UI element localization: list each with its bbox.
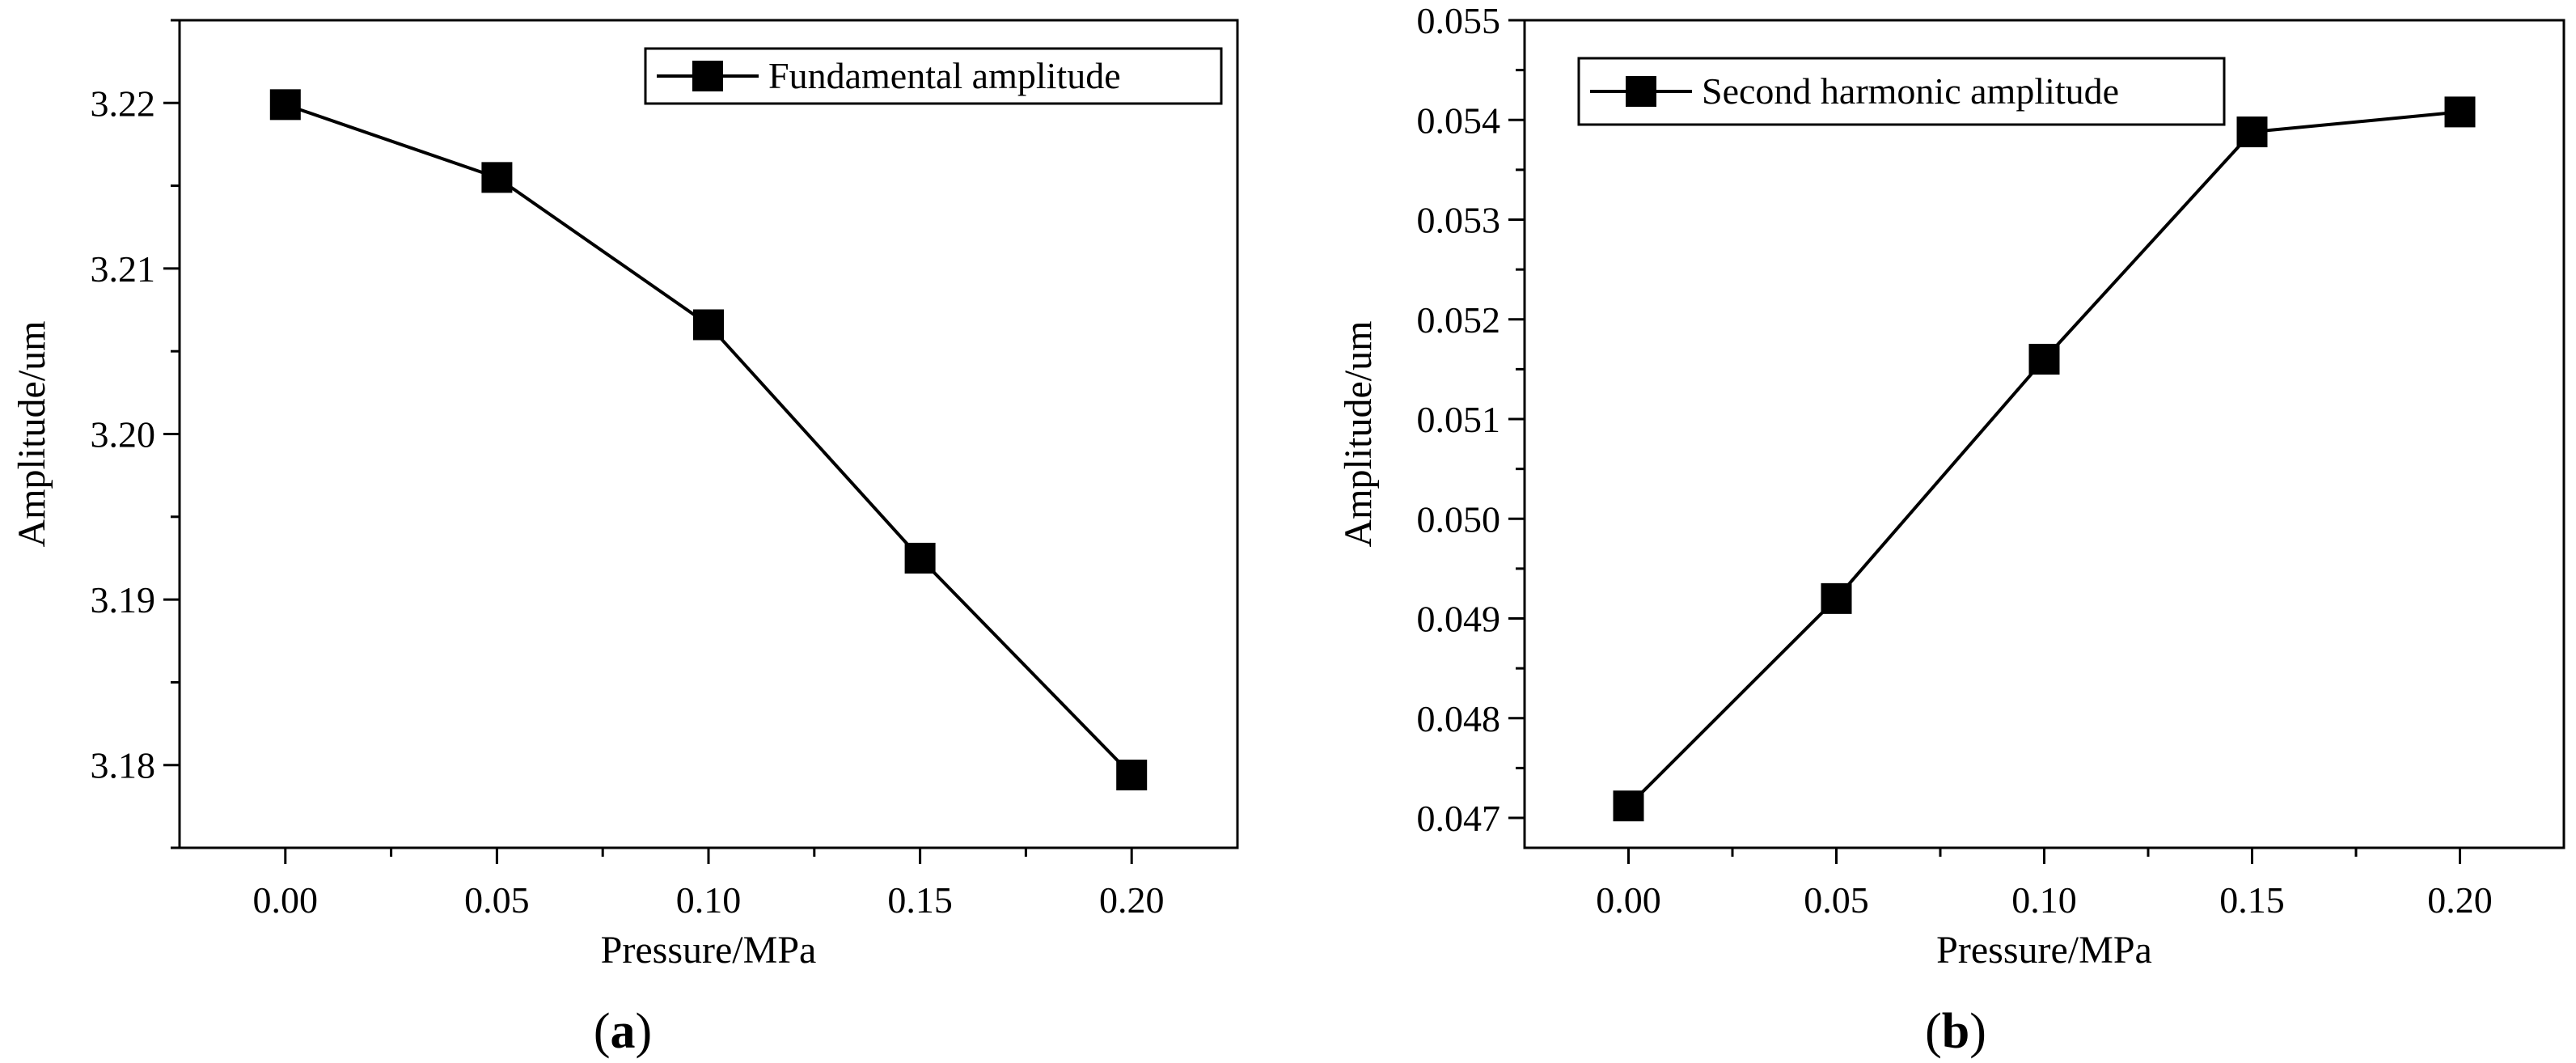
- y-tick-label: 0.053: [1417, 200, 1501, 241]
- plot-frame: [178, 19, 1239, 849]
- x-tick-label: 0.10: [676, 879, 742, 921]
- panel-label-open: (: [594, 1004, 611, 1059]
- y-tick-label: 3.18: [91, 745, 156, 786]
- data-point-marker: [1821, 582, 1852, 614]
- legend-label: Second harmonic amplitude: [1702, 70, 2119, 112]
- x-tick-label: 0.15: [887, 879, 953, 921]
- data-point-marker: [693, 309, 724, 341]
- data-point-marker: [2236, 116, 2268, 148]
- x-tick-label: 0.00: [1596, 879, 1661, 921]
- panel-label: (b): [1925, 1004, 1986, 1059]
- panel-label-letter: b: [1942, 1004, 1969, 1059]
- y-tick-label: 0.055: [1417, 0, 1501, 41]
- legend-label: Fundamental amplitude: [768, 55, 1121, 96]
- series-line: [1627, 110, 2460, 807]
- panel-label: (a): [594, 1004, 652, 1059]
- x-axis-label: Pressure/MPa: [1936, 929, 2152, 972]
- x-axis-label: Pressure/MPa: [601, 929, 817, 972]
- y-tick-label: 0.050: [1417, 498, 1501, 540]
- chart-panel-b: 0.00 0.05 0.10 0.15 0.20 0.047 0.048 0.049 0.050…: [1337, 0, 2565, 1059]
- legend: Second harmonic amplitude: [1577, 57, 2226, 126]
- series-line: [285, 103, 1133, 777]
- legend: Fundamental amplitude: [644, 47, 1223, 105]
- y-axis-label: Amplitude/um: [1337, 321, 1380, 548]
- data-point-marker: [904, 542, 936, 574]
- data-point-marker: [2028, 344, 2060, 375]
- y-tick-label: 0.047: [1417, 798, 1501, 839]
- chart-panel-a: 0.00 0.05 0.10 0.15 0.20 3.18 3.19 3.20 3.21 3.22…: [11, 19, 1239, 1059]
- panel-label-open: (: [1925, 1004, 1942, 1059]
- panel-label-close: ): [1969, 1004, 1986, 1059]
- x-tick-label: 0.05: [1804, 879, 1869, 921]
- x-tick-label: 0.10: [2011, 879, 2077, 921]
- y-tick-label: 3.19: [91, 579, 156, 620]
- y-tick-label: 0.054: [1417, 100, 1501, 141]
- panel-label-letter: a: [611, 1004, 636, 1059]
- y-axis-label: Amplitude/um: [11, 321, 53, 548]
- y-tick-label: 0.048: [1417, 698, 1501, 739]
- panel-label-close: ): [636, 1004, 653, 1059]
- y-tick-label: 0.051: [1417, 399, 1501, 440]
- y-tick-label: 3.20: [91, 414, 156, 455]
- plot-frame: [1523, 19, 2565, 849]
- data-point-marker: [1613, 790, 1644, 822]
- data-point-marker: [481, 162, 513, 193]
- y-tick-label: 3.21: [91, 248, 156, 290]
- y-tick-label: 3.22: [91, 83, 156, 124]
- legend-marker: [1626, 76, 1656, 107]
- data-point-marker: [269, 89, 301, 121]
- data-point-marker: [2444, 96, 2476, 128]
- legend-marker: [692, 61, 723, 91]
- x-tick-label: 0.00: [253, 879, 319, 921]
- y-tick-label: 0.049: [1417, 599, 1501, 640]
- x-tick-label: 0.15: [2219, 879, 2285, 921]
- x-tick-label: 0.05: [464, 879, 530, 921]
- x-tick-label: 0.20: [2427, 879, 2493, 921]
- y-tick-label: 0.052: [1417, 299, 1501, 341]
- data-point-marker: [1116, 759, 1148, 790]
- x-tick-label: 0.20: [1099, 879, 1165, 921]
